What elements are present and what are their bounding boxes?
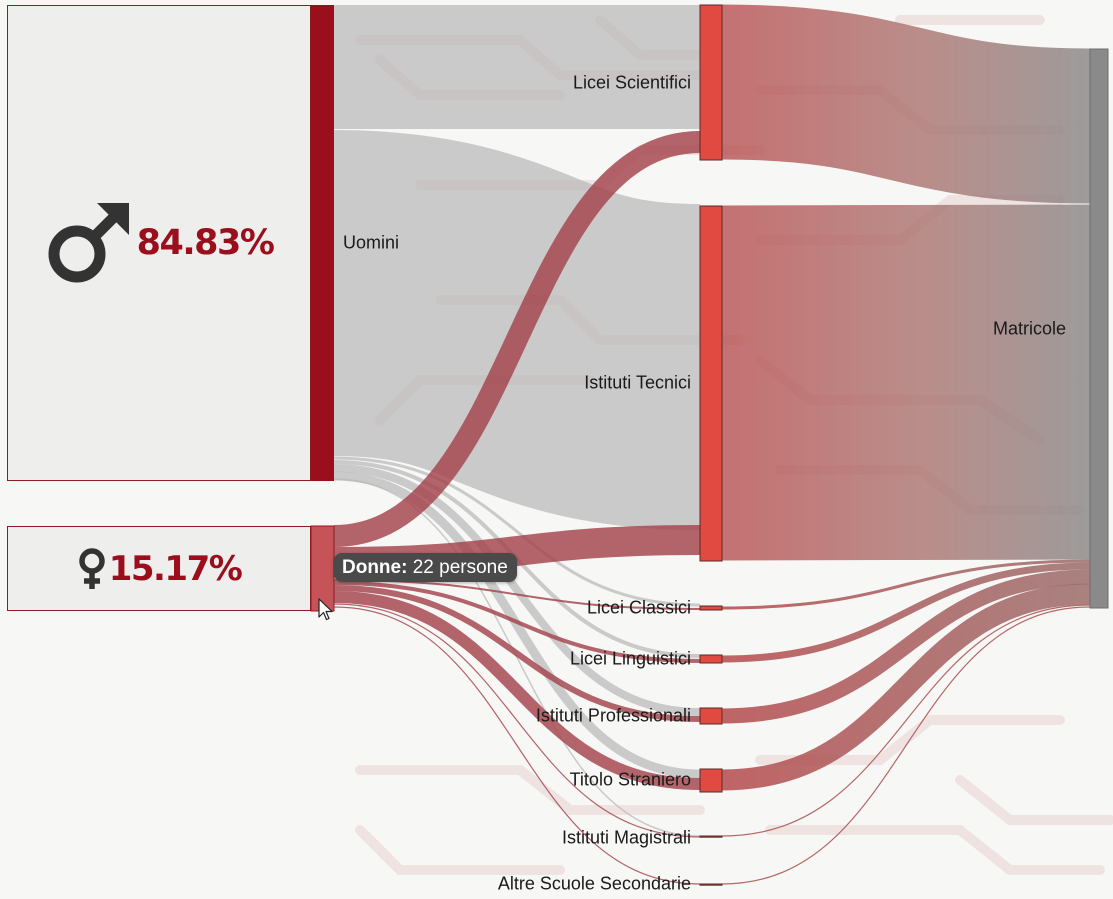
link-uomini-istituti-magistrali[interactable] [333, 478, 701, 837]
node-istituti-professionali[interactable] [699, 707, 723, 725]
label-matricole: Matricole [993, 318, 1067, 339]
node-licei-linguistici[interactable] [699, 654, 723, 664]
mouse-cursor-icon [318, 598, 333, 621]
men-stat-box: 84.83% [7, 5, 311, 481]
hover-tooltip: Donne: 22 persone [334, 553, 517, 582]
node-uomini[interactable] [311, 5, 334, 481]
node-istituti-tecnici[interactable] [699, 205, 723, 562]
label-titolo-straniero: Titolo Straniero [569, 769, 691, 790]
node-titolo-straniero[interactable] [699, 768, 723, 793]
link-uomini-istituti-professionali[interactable] [333, 464, 701, 716]
women-stat-box: 15.17% [7, 526, 311, 611]
link-donne-licei-scientifici[interactable] [333, 131, 701, 547]
link-donne-licei-linguistici[interactable] [333, 581, 701, 663]
link-donne-titolo-straniero[interactable] [333, 591, 701, 790]
male-symbol-icon [48, 203, 129, 283]
link-istituti-professionali-matricole[interactable] [721, 569, 1091, 724]
node-licei-classici[interactable] [699, 605, 723, 611]
link-licei-scientifici-matricole[interactable] [721, 4, 1091, 204]
school-nodes [699, 4, 723, 886]
label-istituti-magistrali: Istituti Magistrali [561, 827, 691, 848]
link-donne-altre-scuole[interactable] [333, 606, 701, 885]
link-donne-istituti-magistrali[interactable] [333, 603, 701, 838]
link-uomini-licei-classici[interactable] [333, 456, 701, 607]
link-istituti-tecnici-matricole[interactable] [721, 204, 1091, 561]
node-matricole[interactable] [1089, 48, 1109, 609]
link-titolo-straniero-matricole[interactable] [721, 583, 1091, 791]
tooltip-value: 22 persone [412, 557, 508, 578]
tooltip-name: Donne: [342, 557, 408, 578]
women-percentage: 15.17% [108, 548, 243, 589]
label-uomini: Uomini [343, 232, 400, 253]
link-licei-classici-matricole[interactable] [721, 559, 1091, 610]
link-donne-istituti-professionali[interactable] [333, 585, 701, 722]
links-matricole [721, 4, 1091, 885]
link-licei-linguistici-matricole[interactable] [721, 562, 1091, 663]
label-licei-linguistici: Licei Linguistici [569, 648, 691, 669]
female-symbol-icon [78, 547, 105, 589]
label-licei-scientifici: Licei Scientifici [572, 72, 691, 93]
label-istituti-tecnici: Istituti Tecnici [584, 372, 691, 393]
label-altre-scuole: Altre Scuole Secondarie [497, 873, 691, 894]
label-istituti-professionali: Istituti Professionali [535, 705, 691, 726]
node-istituti-magistrali[interactable] [699, 835, 723, 838]
node-licei-scientifici[interactable] [699, 4, 723, 161]
men-percentage: 84.83% [136, 223, 275, 263]
link-uomini-titolo-straniero[interactable] [333, 471, 701, 779]
node-altre-scuole[interactable] [699, 883, 723, 886]
link-altre-scuole-matricole[interactable] [721, 606, 1091, 885]
link-istituti-magistrali-matricole[interactable] [721, 604, 1091, 837]
label-licei-classici: Licei Classici [586, 597, 691, 618]
